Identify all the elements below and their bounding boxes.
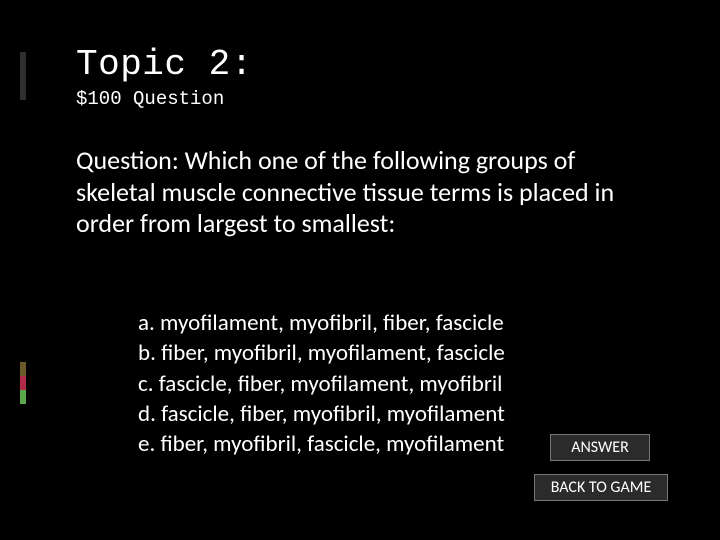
question-value: $100 Question (76, 88, 224, 110)
accent-bar-green (20, 390, 26, 404)
answer-e: e. fiber, myofibril, fascicle, myofilame… (138, 429, 505, 459)
slide: Topic 2: $100 Question Question: Which o… (0, 0, 720, 540)
answer-list: a. myofilament, myofibril, fiber, fascic… (138, 308, 505, 460)
topic-title: Topic 2: (76, 44, 253, 85)
answer-button[interactable]: ANSWER (550, 434, 650, 461)
question-text: Question: Which one of the following gro… (76, 145, 660, 240)
back-to-game-button[interactable]: BACK TO GAME (534, 474, 668, 501)
answer-b: b. fiber, myofibril, myofilament, fascic… (138, 338, 505, 368)
answer-d: d. fascicle, fiber, myofibril, myofilame… (138, 399, 505, 429)
accent-bar-dark (20, 52, 26, 100)
answer-c: c. fascicle, fiber, myofilament, myofibr… (138, 369, 505, 399)
accent-bar-red (20, 376, 26, 390)
accent-bar-olive (20, 362, 26, 376)
answer-a: a. myofilament, myofibril, fiber, fascic… (138, 308, 505, 338)
